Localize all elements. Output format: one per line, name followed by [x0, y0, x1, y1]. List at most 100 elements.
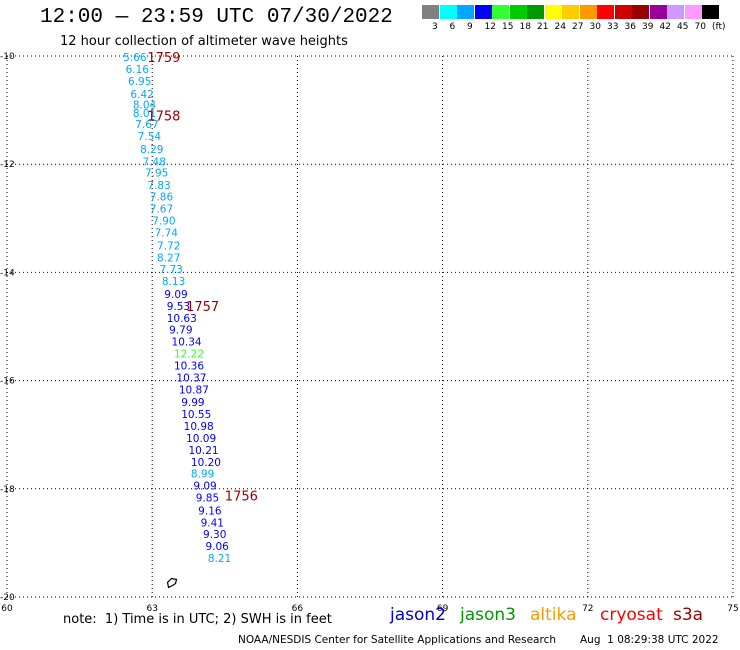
color-swatch-label: 39	[642, 22, 654, 32]
wave-height-label: 7.54	[138, 131, 162, 143]
satellite-legend-item: jason2	[390, 605, 446, 625]
lat-tick-label: -10	[0, 52, 15, 62]
color-swatch	[614, 5, 632, 19]
color-swatch	[667, 5, 684, 19]
wave-height-label: 10.20	[191, 457, 221, 469]
wave-height-label: 9.99	[181, 397, 204, 409]
wave-height-label: 8.29	[140, 144, 163, 156]
color-swatch-label: 6	[449, 22, 456, 32]
satellite-legend-item: altika	[530, 605, 577, 625]
lat-tick-label: -12	[0, 160, 15, 170]
lat-tick-label: -18	[0, 485, 15, 495]
wave-height-label: 7.83	[147, 180, 170, 192]
pass-time-label: 1757	[186, 300, 219, 315]
wave-height-label: 8.01	[133, 108, 156, 120]
pass-time-labels: 1759 1758 1757 1756	[147, 51, 258, 504]
island-outline	[166, 577, 178, 589]
color-swatch-label: (ft)	[712, 22, 726, 32]
wave-height-label: 10.21	[189, 445, 219, 457]
color-swatch-label: 24	[554, 22, 566, 32]
footer-credit: NOAA/NESDIS Center for Satellite Applica…	[238, 634, 556, 646]
lat-tick-label: -20	[0, 593, 15, 603]
wave-height-label: 10.87	[179, 384, 209, 396]
wave-height-label: 10.63	[167, 313, 197, 325]
color-swatch	[492, 5, 509, 19]
color-swatch-label: 15	[502, 22, 514, 32]
wave-height-label: 10.37	[176, 372, 206, 384]
wave-height-label: 9.41	[201, 517, 224, 529]
wave-height-label: 7.73	[159, 264, 182, 276]
color-swatch-label: 30	[589, 22, 601, 32]
wave-height-label: 9.09	[164, 289, 187, 301]
wave-height-label: 6.42	[130, 89, 153, 101]
latitude-labels: -10 -12 -14 -16 -18 -20	[0, 52, 15, 603]
color-swatch-label: 42	[659, 22, 671, 32]
color-swatch	[597, 5, 614, 19]
color-swatch-label: 36	[624, 22, 636, 32]
page-subtitle: 12 hour collection of altimeter wave hei…	[60, 34, 348, 49]
units-note: note: 1) Time is in UTC; 2) SWH is in fe…	[63, 612, 332, 627]
wave-height-label: 10.09	[186, 433, 216, 445]
color-swatch-label: 70	[694, 22, 706, 32]
page-title: 12:00 — 23:59 UTC 07/30/2022	[40, 6, 393, 29]
satellite-legend-item: s3a	[673, 605, 704, 625]
color-swatch-label: 45	[677, 22, 689, 32]
wave-height-label: 7.90	[152, 215, 175, 227]
wave-height-label: 7.86	[150, 192, 174, 204]
color-swatch-label: 27	[572, 22, 584, 32]
satellite-legend-item: jason3	[460, 605, 516, 625]
wave-height-label: 7.48	[143, 156, 166, 168]
wave-height-label: 8.99	[191, 469, 214, 481]
longitude-labels: 60 63 66 69 72 75	[1, 604, 738, 614]
color-swatch	[649, 5, 667, 19]
wave-height-label: 7.67	[150, 204, 173, 216]
color-swatch	[439, 5, 457, 19]
wave-height-label: 9.06	[205, 541, 229, 553]
island-shape	[166, 577, 178, 589]
wave-height-label: 8.04	[133, 100, 157, 112]
wave-height-label: 7.95	[145, 167, 168, 179]
wave-height-label: 9.16	[198, 505, 222, 517]
footer-timestamp: Aug 1 08:29:38 UTC 2022	[580, 634, 719, 646]
wave-height-label: 8.27	[157, 252, 180, 264]
color-swatch	[562, 5, 579, 19]
color-swatch	[457, 5, 474, 19]
lon-tick-label: 75	[727, 604, 738, 614]
color-swatch	[527, 5, 544, 19]
lon-tick-label: 72	[582, 604, 593, 614]
color-swatch-label: 21	[537, 22, 549, 32]
wave-height-label: 7.72	[157, 240, 180, 252]
wave-height-values: 5.666.166.956.428.048.01 7.67 7.548.297.48…	[123, 52, 231, 565]
wave-height-label: 9.09	[193, 481, 216, 493]
wave-height-label: 9.79	[169, 325, 192, 337]
color-swatch-label: 18	[519, 22, 531, 32]
map-grid	[6, 55, 734, 598]
wave-height-label: 10.55	[181, 409, 211, 421]
wave-height-label: 10.34	[172, 337, 202, 349]
wave-height-label: 5.66	[123, 52, 147, 64]
lat-tick-label: -14	[0, 268, 15, 278]
color-swatch	[684, 5, 702, 19]
pass-time-label: 1759	[147, 51, 180, 66]
wave-height-label: 9.53	[167, 301, 190, 313]
color-swatch	[544, 5, 562, 19]
wave-height-label: 10.98	[184, 421, 214, 433]
color-swatch	[422, 5, 439, 19]
color-swatch-label: 33	[607, 22, 619, 32]
wave-height-label: 6.95	[128, 76, 151, 88]
wave-height-label: 6.16	[126, 64, 150, 76]
color-swatch-label: 9	[467, 22, 473, 32]
satellite-legend-item: cryosat	[600, 605, 663, 625]
pass-time-label: 1756	[225, 489, 258, 504]
wave-height-label: 9.30	[203, 529, 226, 541]
wave-height-label: 10.36	[174, 360, 204, 372]
color-swatch	[509, 5, 527, 19]
wave-height-label: 8.13	[162, 276, 185, 288]
color-swatch	[579, 5, 597, 19]
lon-tick-label: 66	[292, 604, 304, 614]
color-swatch-label: 3	[432, 22, 438, 32]
color-swatch	[702, 5, 719, 19]
wave-height-label: 9.85	[196, 492, 219, 504]
